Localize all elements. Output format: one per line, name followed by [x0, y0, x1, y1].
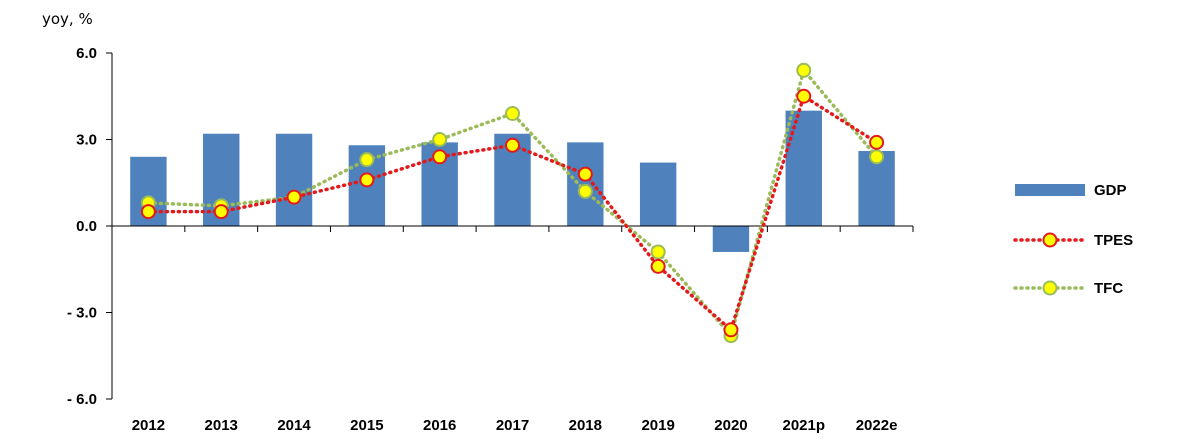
y-tick-label: 3.0 — [76, 132, 97, 149]
x-tick-label: 2022e — [856, 417, 898, 434]
legend-marker — [1042, 232, 1058, 248]
bar — [275, 133, 313, 226]
x-tick-label: 2013 — [205, 417, 238, 434]
legend-label: TFC — [1094, 280, 1123, 297]
y-tick-labels: 6.0 3.0 0.0 - 3.0 - 6.0 — [67, 45, 97, 408]
y-tick-label: 6.0 — [76, 45, 97, 62]
data-point — [796, 88, 812, 104]
line-series — [140, 62, 885, 344]
data-point — [577, 183, 593, 199]
x-tick-label: 2020 — [714, 417, 747, 434]
data-point — [577, 166, 593, 182]
x-tick-label: 2021p — [782, 417, 825, 434]
data-point — [359, 172, 375, 188]
legend-label: GDP — [1094, 182, 1127, 199]
data-point — [140, 204, 156, 220]
data-point — [432, 149, 448, 165]
y-tick-label: - 6.0 — [67, 391, 97, 408]
data-point — [869, 134, 885, 150]
x-tick-label: 2018 — [569, 417, 602, 434]
bar — [639, 162, 677, 226]
y-tick-label: - 3.0 — [67, 305, 97, 322]
legend: GDP TPES TFC — [1013, 182, 1133, 297]
data-point — [432, 132, 448, 147]
data-point — [650, 258, 666, 274]
bar — [785, 110, 822, 226]
data-point — [796, 62, 812, 78]
data-point — [505, 137, 520, 153]
legend-swatch — [1015, 184, 1085, 196]
x-tick-labels: 2012 2013 2014 2015 2016 2017 2018 2019 2020 2021… — [132, 417, 898, 434]
y-tick-label: 0.0 — [76, 218, 97, 235]
legend-label: TPES — [1094, 232, 1133, 249]
y-unit-label: yoy, % — [42, 10, 93, 28]
x-tick-label: 2012 — [132, 417, 165, 434]
bar — [712, 226, 750, 252]
x-tick-label: 2017 — [496, 417, 529, 434]
data-point — [213, 204, 229, 220]
data-point — [723, 322, 739, 338]
data-point — [650, 244, 666, 260]
data-point — [869, 149, 885, 165]
x-tick-label: 2015 — [350, 417, 383, 434]
data-point — [505, 106, 520, 122]
x-tick-label: 2016 — [423, 417, 456, 434]
x-tick-label: 2014 — [277, 417, 311, 434]
legend-marker — [1042, 280, 1058, 296]
x-tick-label: 2019 — [641, 417, 674, 434]
data-point — [359, 152, 375, 168]
data-point — [286, 189, 302, 205]
